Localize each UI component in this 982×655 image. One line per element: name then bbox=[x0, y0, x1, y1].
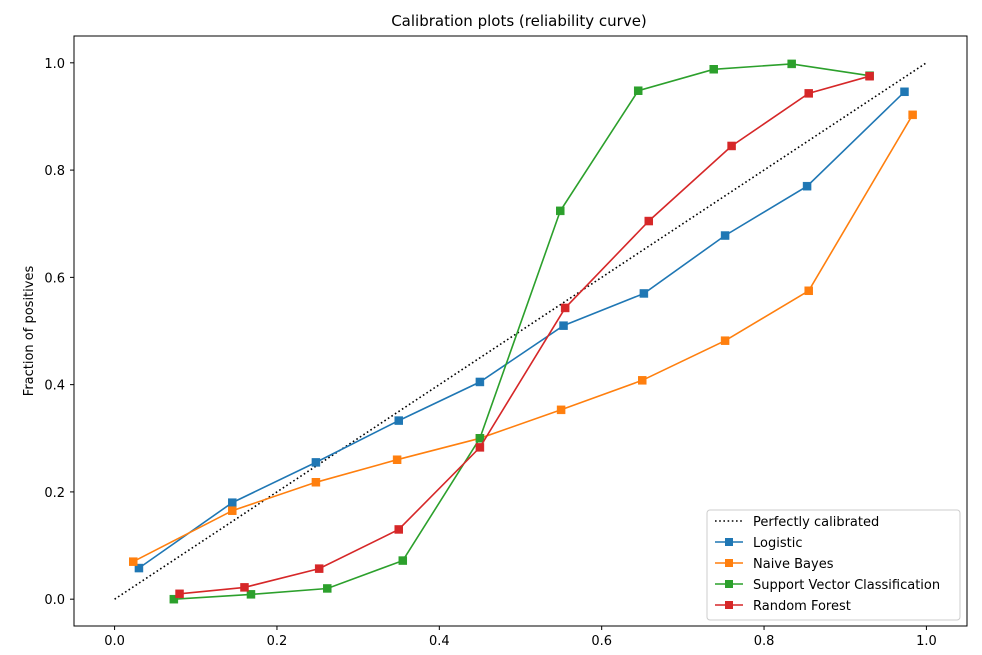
data-point bbox=[633, 86, 643, 95]
chart-title: Calibration plots (reliability curve) bbox=[391, 12, 647, 30]
data-point bbox=[134, 563, 144, 573]
legend-item: Logistic bbox=[715, 536, 802, 551]
data-point bbox=[720, 336, 730, 345]
data-point bbox=[865, 71, 874, 81]
x-tick-label: 1.0 bbox=[916, 634, 937, 649]
y-tick-label: 1.0 bbox=[44, 57, 65, 72]
x-tick-label: 0.4 bbox=[429, 634, 450, 649]
y-tick-label: 0.4 bbox=[44, 379, 65, 394]
legend-item: Support Vector Classification bbox=[715, 578, 940, 593]
y-tick-label: 0.8 bbox=[44, 164, 65, 179]
legend-marker bbox=[725, 601, 733, 609]
series-line bbox=[114, 62, 927, 600]
series-logistic bbox=[134, 87, 909, 573]
x-tick-label: 0.8 bbox=[754, 634, 775, 649]
data-point bbox=[323, 584, 332, 593]
legend-label: Perfectly calibrated bbox=[753, 515, 879, 530]
series-line bbox=[132, 114, 914, 563]
series-random-forest bbox=[175, 71, 874, 599]
data-point bbox=[175, 589, 184, 599]
legend-item: Naive Bayes bbox=[715, 557, 834, 572]
plot-area bbox=[73, 35, 968, 627]
data-point bbox=[727, 141, 736, 151]
data-point bbox=[908, 110, 917, 120]
x-tick-label: 0.6 bbox=[591, 634, 612, 649]
data-point bbox=[169, 594, 179, 604]
legend: Perfectly calibrated Logistic Naive Bayes S… bbox=[706, 509, 961, 621]
data-point bbox=[560, 303, 570, 313]
data-point bbox=[709, 65, 718, 74]
data-point bbox=[240, 583, 249, 592]
data-point bbox=[556, 206, 565, 216]
series-layer bbox=[114, 59, 927, 604]
data-point bbox=[644, 216, 654, 226]
data-point bbox=[246, 590, 256, 599]
series-line bbox=[138, 91, 906, 569]
legend-marker bbox=[725, 559, 733, 567]
data-point bbox=[639, 289, 649, 298]
data-point bbox=[392, 455, 402, 464]
x-tick-label: 0.0 bbox=[104, 634, 125, 649]
y-axis-label: Fraction of positives bbox=[22, 266, 37, 397]
legend-label: Random Forest bbox=[753, 599, 851, 614]
data-point bbox=[802, 181, 812, 191]
data-point bbox=[900, 87, 909, 97]
series-line bbox=[179, 75, 870, 595]
legend-box bbox=[706, 509, 961, 621]
data-point bbox=[394, 525, 403, 534]
data-point bbox=[311, 478, 321, 487]
data-point bbox=[314, 564, 324, 573]
data-point bbox=[228, 506, 237, 515]
x-tick-label: 0.2 bbox=[267, 634, 288, 649]
series-naive-bayes bbox=[129, 110, 917, 566]
data-point bbox=[804, 286, 813, 296]
data-point bbox=[559, 321, 568, 330]
legend-label: Logistic bbox=[753, 536, 802, 551]
data-point bbox=[129, 557, 138, 566]
plot-frame bbox=[73, 35, 968, 627]
data-point bbox=[475, 377, 485, 387]
legend-label: Support Vector Classification bbox=[753, 578, 940, 593]
y-tick-label: 0.6 bbox=[44, 271, 65, 286]
data-point bbox=[394, 416, 403, 425]
y-tick-label: 0.0 bbox=[44, 593, 65, 608]
series-line bbox=[173, 63, 870, 600]
legend-marker bbox=[725, 538, 733, 546]
axis-ticks: 0.0 0.2 0.4 0.6 0.8 1.0 0.0 0.2 0.4 0.6 0.8 1.0 bbox=[44, 57, 936, 649]
legend-marker bbox=[725, 580, 733, 588]
data-point bbox=[787, 59, 796, 69]
data-point bbox=[311, 458, 321, 467]
data-point bbox=[556, 405, 566, 415]
data-point bbox=[475, 443, 485, 452]
data-point bbox=[804, 89, 813, 98]
data-point bbox=[398, 556, 408, 565]
legend-label: Naive Bayes bbox=[753, 557, 834, 572]
data-point bbox=[720, 231, 730, 240]
legend-item: Perfectly calibrated bbox=[715, 515, 879, 530]
data-point bbox=[228, 498, 237, 507]
legend-item: Random Forest bbox=[715, 599, 851, 614]
data-point bbox=[475, 434, 485, 443]
series-perfectly-calibrated bbox=[114, 62, 927, 600]
y-tick-label: 0.2 bbox=[44, 486, 65, 501]
data-point bbox=[638, 376, 647, 385]
